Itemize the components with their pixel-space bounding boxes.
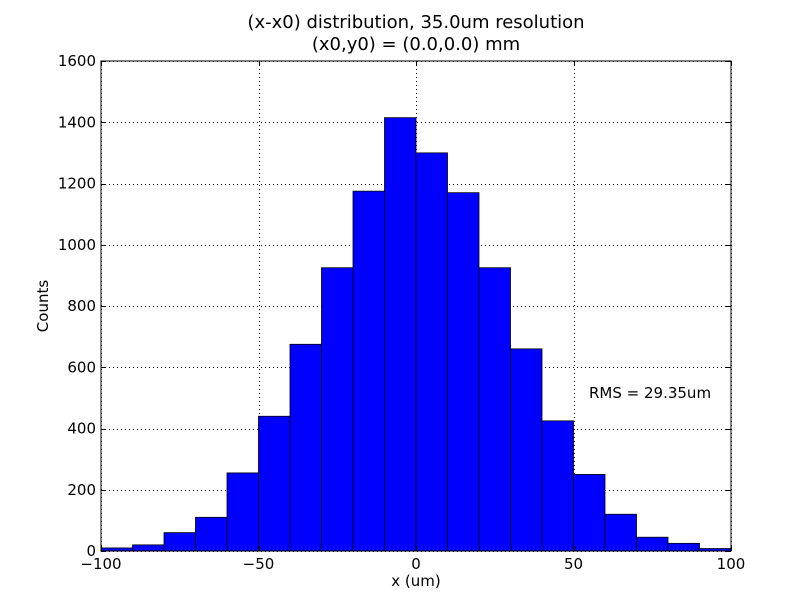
histogram-bar — [636, 536, 669, 552]
x-tick-label: −100 — [80, 555, 121, 573]
histogram-bar — [415, 152, 448, 552]
y-tick-label: 1000 — [58, 236, 96, 254]
histogram-bar — [510, 348, 543, 552]
histogram-bar — [226, 472, 259, 552]
histogram-bar — [258, 415, 291, 552]
histogram-bar — [604, 513, 637, 552]
y-axis-label: Counts — [34, 280, 52, 333]
y-tick-label: 0 — [86, 542, 96, 560]
y-tick-label: 600 — [67, 358, 96, 376]
y-tick-label: 1400 — [58, 113, 96, 131]
x-tick-label: 100 — [717, 555, 746, 573]
y-tick-label: 200 — [67, 481, 96, 499]
histogram-bar — [447, 192, 480, 552]
y-tick-label: 1600 — [58, 52, 96, 70]
histogram-bar — [352, 190, 385, 552]
x-tick-label: 0 — [411, 555, 421, 573]
x-tick-label: −50 — [243, 555, 275, 573]
histogram-bar — [289, 343, 322, 552]
histogram-bar — [321, 267, 354, 552]
axis-ticks: −100 −50 0 50 100020040060080010001200140016… — [58, 52, 746, 573]
y-tick-label: 400 — [67, 420, 96, 438]
rms-annotation: RMS = 29.35um — [589, 384, 711, 402]
histogram-bar — [132, 544, 165, 552]
histogram-bar — [667, 542, 700, 552]
chart-title: (x-x0) distribution, 35.0um resolution — [247, 12, 584, 33]
chart-subtitle: (x0,y0) = (0.0,0.0) mm — [312, 34, 520, 55]
y-tick-label: 800 — [67, 297, 96, 315]
histogram-bar — [163, 532, 196, 552]
histogram-bar — [478, 267, 511, 552]
x-tick-label: 50 — [564, 555, 583, 573]
x-axis-label: x (um) — [391, 572, 440, 590]
histogram-bars — [100, 117, 732, 552]
histogram-bar — [195, 516, 228, 552]
y-tick-label: 1200 — [58, 175, 96, 193]
histogram-bar — [541, 420, 574, 552]
histogram-bar — [573, 474, 606, 552]
histogram-bar — [384, 117, 417, 552]
